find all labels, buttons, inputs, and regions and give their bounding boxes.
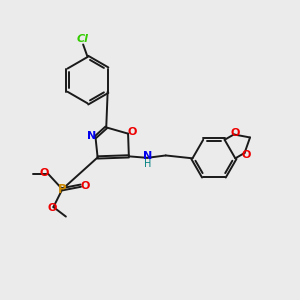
Text: O: O: [47, 203, 57, 213]
Text: H: H: [144, 159, 152, 169]
Text: O: O: [80, 181, 90, 191]
Text: O: O: [40, 168, 49, 178]
Text: O: O: [241, 150, 250, 160]
Text: N: N: [87, 131, 96, 142]
Text: N: N: [143, 151, 152, 161]
Text: O: O: [230, 128, 240, 138]
Text: P: P: [58, 183, 67, 196]
Text: O: O: [128, 127, 137, 137]
Text: Cl: Cl: [76, 34, 88, 44]
